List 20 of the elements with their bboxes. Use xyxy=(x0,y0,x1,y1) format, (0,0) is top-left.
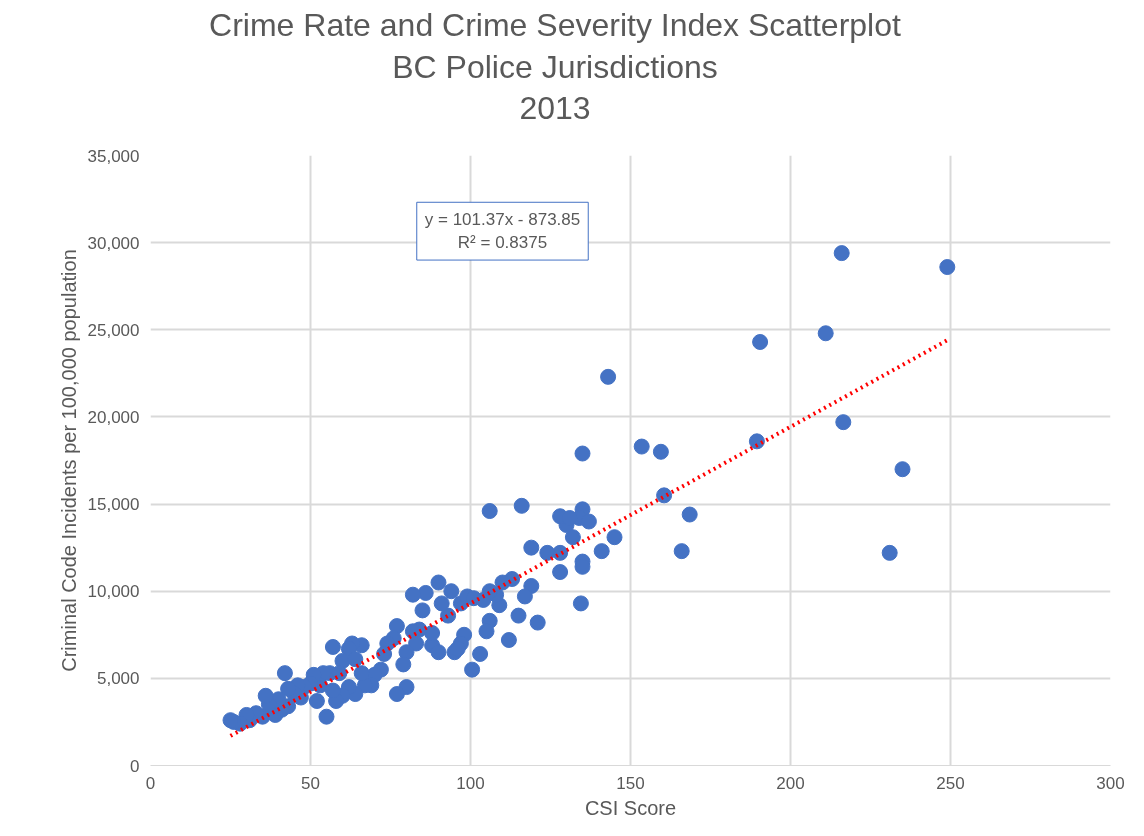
x-tick-label: 300 xyxy=(1096,773,1125,793)
y-tick-label: 15,000 xyxy=(87,494,140,514)
y-tick-label: 25,000 xyxy=(87,320,140,340)
y-tick-label: 10,000 xyxy=(87,582,140,601)
x-tick-label: 50 xyxy=(301,773,320,793)
x-tick-label: 250 xyxy=(936,773,965,793)
x-tick-label: 150 xyxy=(616,773,645,793)
annotation: y = 101.37x - 873.85 R² = 0.8375 xyxy=(424,210,581,252)
x-tick-label: 200 xyxy=(776,773,805,793)
x-tick-label: 100 xyxy=(456,773,485,793)
y-axis-title: Criminal Code Incidents per 100,000 population xyxy=(57,249,80,672)
y-tick-label: 35,000 xyxy=(87,146,140,166)
y-tick-label: 20,000 xyxy=(87,407,140,427)
x-axis-title: CSI Score xyxy=(584,796,677,819)
chart-subtitle: BC Police Jurisdictions 2013 xyxy=(392,48,718,127)
y-tick-label: 30,000 xyxy=(87,233,140,253)
chart-title: Crime Rate and Crime Severity Index Scatterplot xyxy=(209,7,901,43)
x-tick-label: 0 xyxy=(145,773,156,793)
y-tick-label: 5,000 xyxy=(96,669,140,689)
y-tick-label: 0 xyxy=(130,756,140,776)
